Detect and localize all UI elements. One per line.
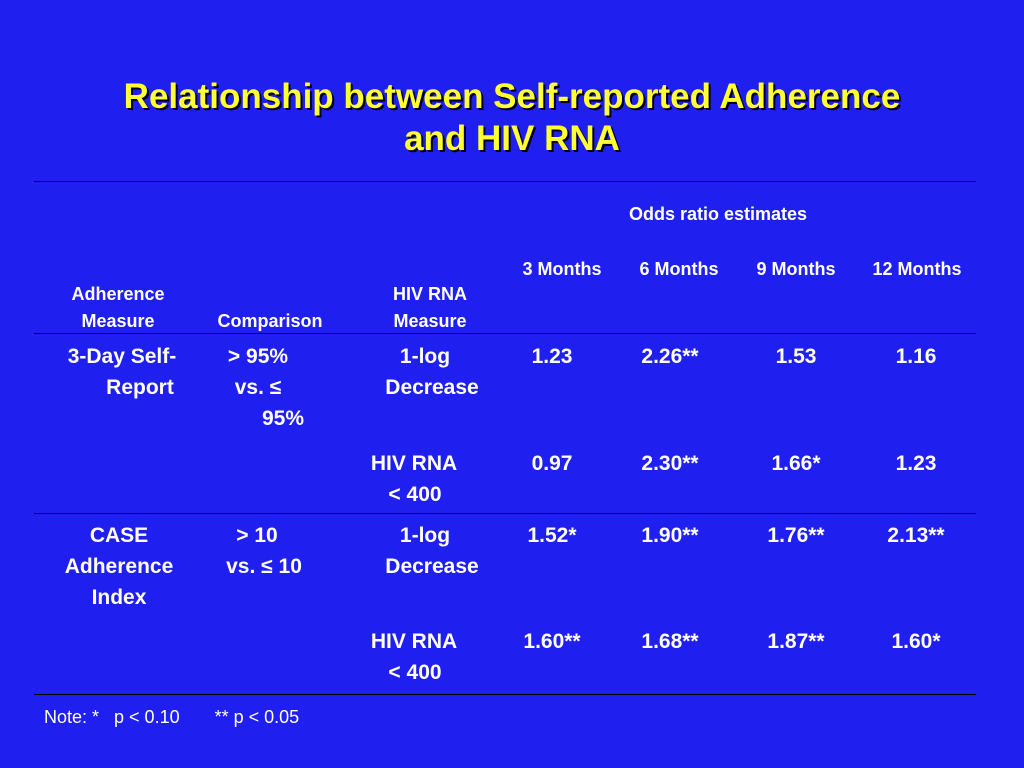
bottom-rule [34,694,976,695]
row-4-hiv-line-2: < 400 [388,661,442,684]
row-1-hiv-line-1: 1-log [399,345,451,368]
row-1-adherence-line-1: 3-Day Self- [67,345,177,368]
row-3-comparison: > 10 vs. ≤ 10 [210,520,318,582]
row-3-value-9-months: 1.76** [767,524,825,547]
row-2-hiv-rna-measure: HIV RNA < 400 [352,448,476,510]
row-3-adherence-measure: CASE Adherence Index [44,520,194,613]
row-2-value-3-months: 0.97 [531,452,573,475]
row-4-hiv-line-1: HIV RNA [370,630,458,653]
slide-title-line-1: Relationship between Self-reported Adher… [123,77,901,116]
col-header-adherence-measure: Adherence Measure [60,281,176,335]
row-1-hiv-rna-measure: 1-log Decrease [370,341,494,403]
row-2-hiv-line-1: HIV RNA [370,452,458,475]
row-1-value-9-months: 1.53 [775,345,817,368]
row-3-adherence-line-2: Adherence [64,555,174,578]
row-3-hiv-line-1: 1-log [399,524,451,547]
significance-note: Note: * p < 0.10 ** p < 0.05 [44,707,300,727]
row-3-adherence-line-3: Index [91,586,147,609]
row-1-comparison-line-1: > 95% [227,345,289,368]
row-4-value-3-months: 1.60** [523,630,581,653]
col-header-3-months: 3 Months [522,259,602,279]
row-1-comparison-line-3: 95% [261,407,305,430]
col-header-12-months: 12 Months [872,259,962,279]
row-3-value-12-months: 2.13** [887,524,945,547]
row-4-value-6-months: 1.68** [641,630,699,653]
row-3-value-6-months: 1.90** [641,524,699,547]
row-3-comparison-line-2: vs. ≤ 10 [226,555,302,578]
row-1-value-6-months: 2.26** [641,345,699,368]
row-4-value-12-months: 1.60* [891,630,941,653]
row-3-hiv-line-2: Decrease [385,555,479,578]
row-2-hiv-line-2: < 400 [388,483,442,506]
col-header-adherence-line-2: Measure [81,311,155,331]
row-4-value-9-months: 1.87** [767,630,825,653]
col-header-comparison: Comparison [217,311,323,331]
row-2-value-9-months: 1.66* [771,452,821,475]
slide-title: Relationship between Self-reported Adher… [0,76,1024,160]
row-3-adherence-line-1: CASE [89,524,149,547]
slide-title-line-2: and HIV RNA [404,119,620,158]
col-header-hiv-rna-measure: HIV RNA Measure [370,281,490,335]
row-4-hiv-rna-measure: HIV RNA < 400 [352,626,476,688]
row-1-hiv-line-2: Decrease [385,376,479,399]
row-2-value-6-months: 2.30** [641,452,699,475]
top-rule [34,181,976,182]
row-3-comparison-line-1: > 10 [236,524,278,547]
col-header-adherence-line-1: Adherence [71,284,165,304]
row-3-value-3-months: 1.52* [527,524,577,547]
col-header-6-months: 6 Months [639,259,719,279]
row-1-adherence-line-2: Report [106,376,174,399]
row-1-adherence-measure: 3-Day Self- Report [44,341,200,403]
row-1-value-12-months: 1.16 [895,345,937,368]
row-1-comparison: > 95% vs. ≤ 95% [210,341,320,434]
col-header-hiv-rna-line-2: Measure [393,311,467,331]
odds-ratio-group-label: Odds ratio estimates [629,204,808,224]
col-header-hiv-rna-line-1: HIV RNA [392,284,467,304]
row-3-hiv-rna-measure: 1-log Decrease [370,520,494,582]
row-1-comparison-line-2: vs. ≤ [234,376,282,399]
col-header-9-months: 9 Months [756,259,836,279]
row-2-value-12-months: 1.23 [895,452,937,475]
row-1-value-3-months: 1.23 [531,345,573,368]
group-divider-rule [34,513,976,514]
header-rule [34,333,976,334]
